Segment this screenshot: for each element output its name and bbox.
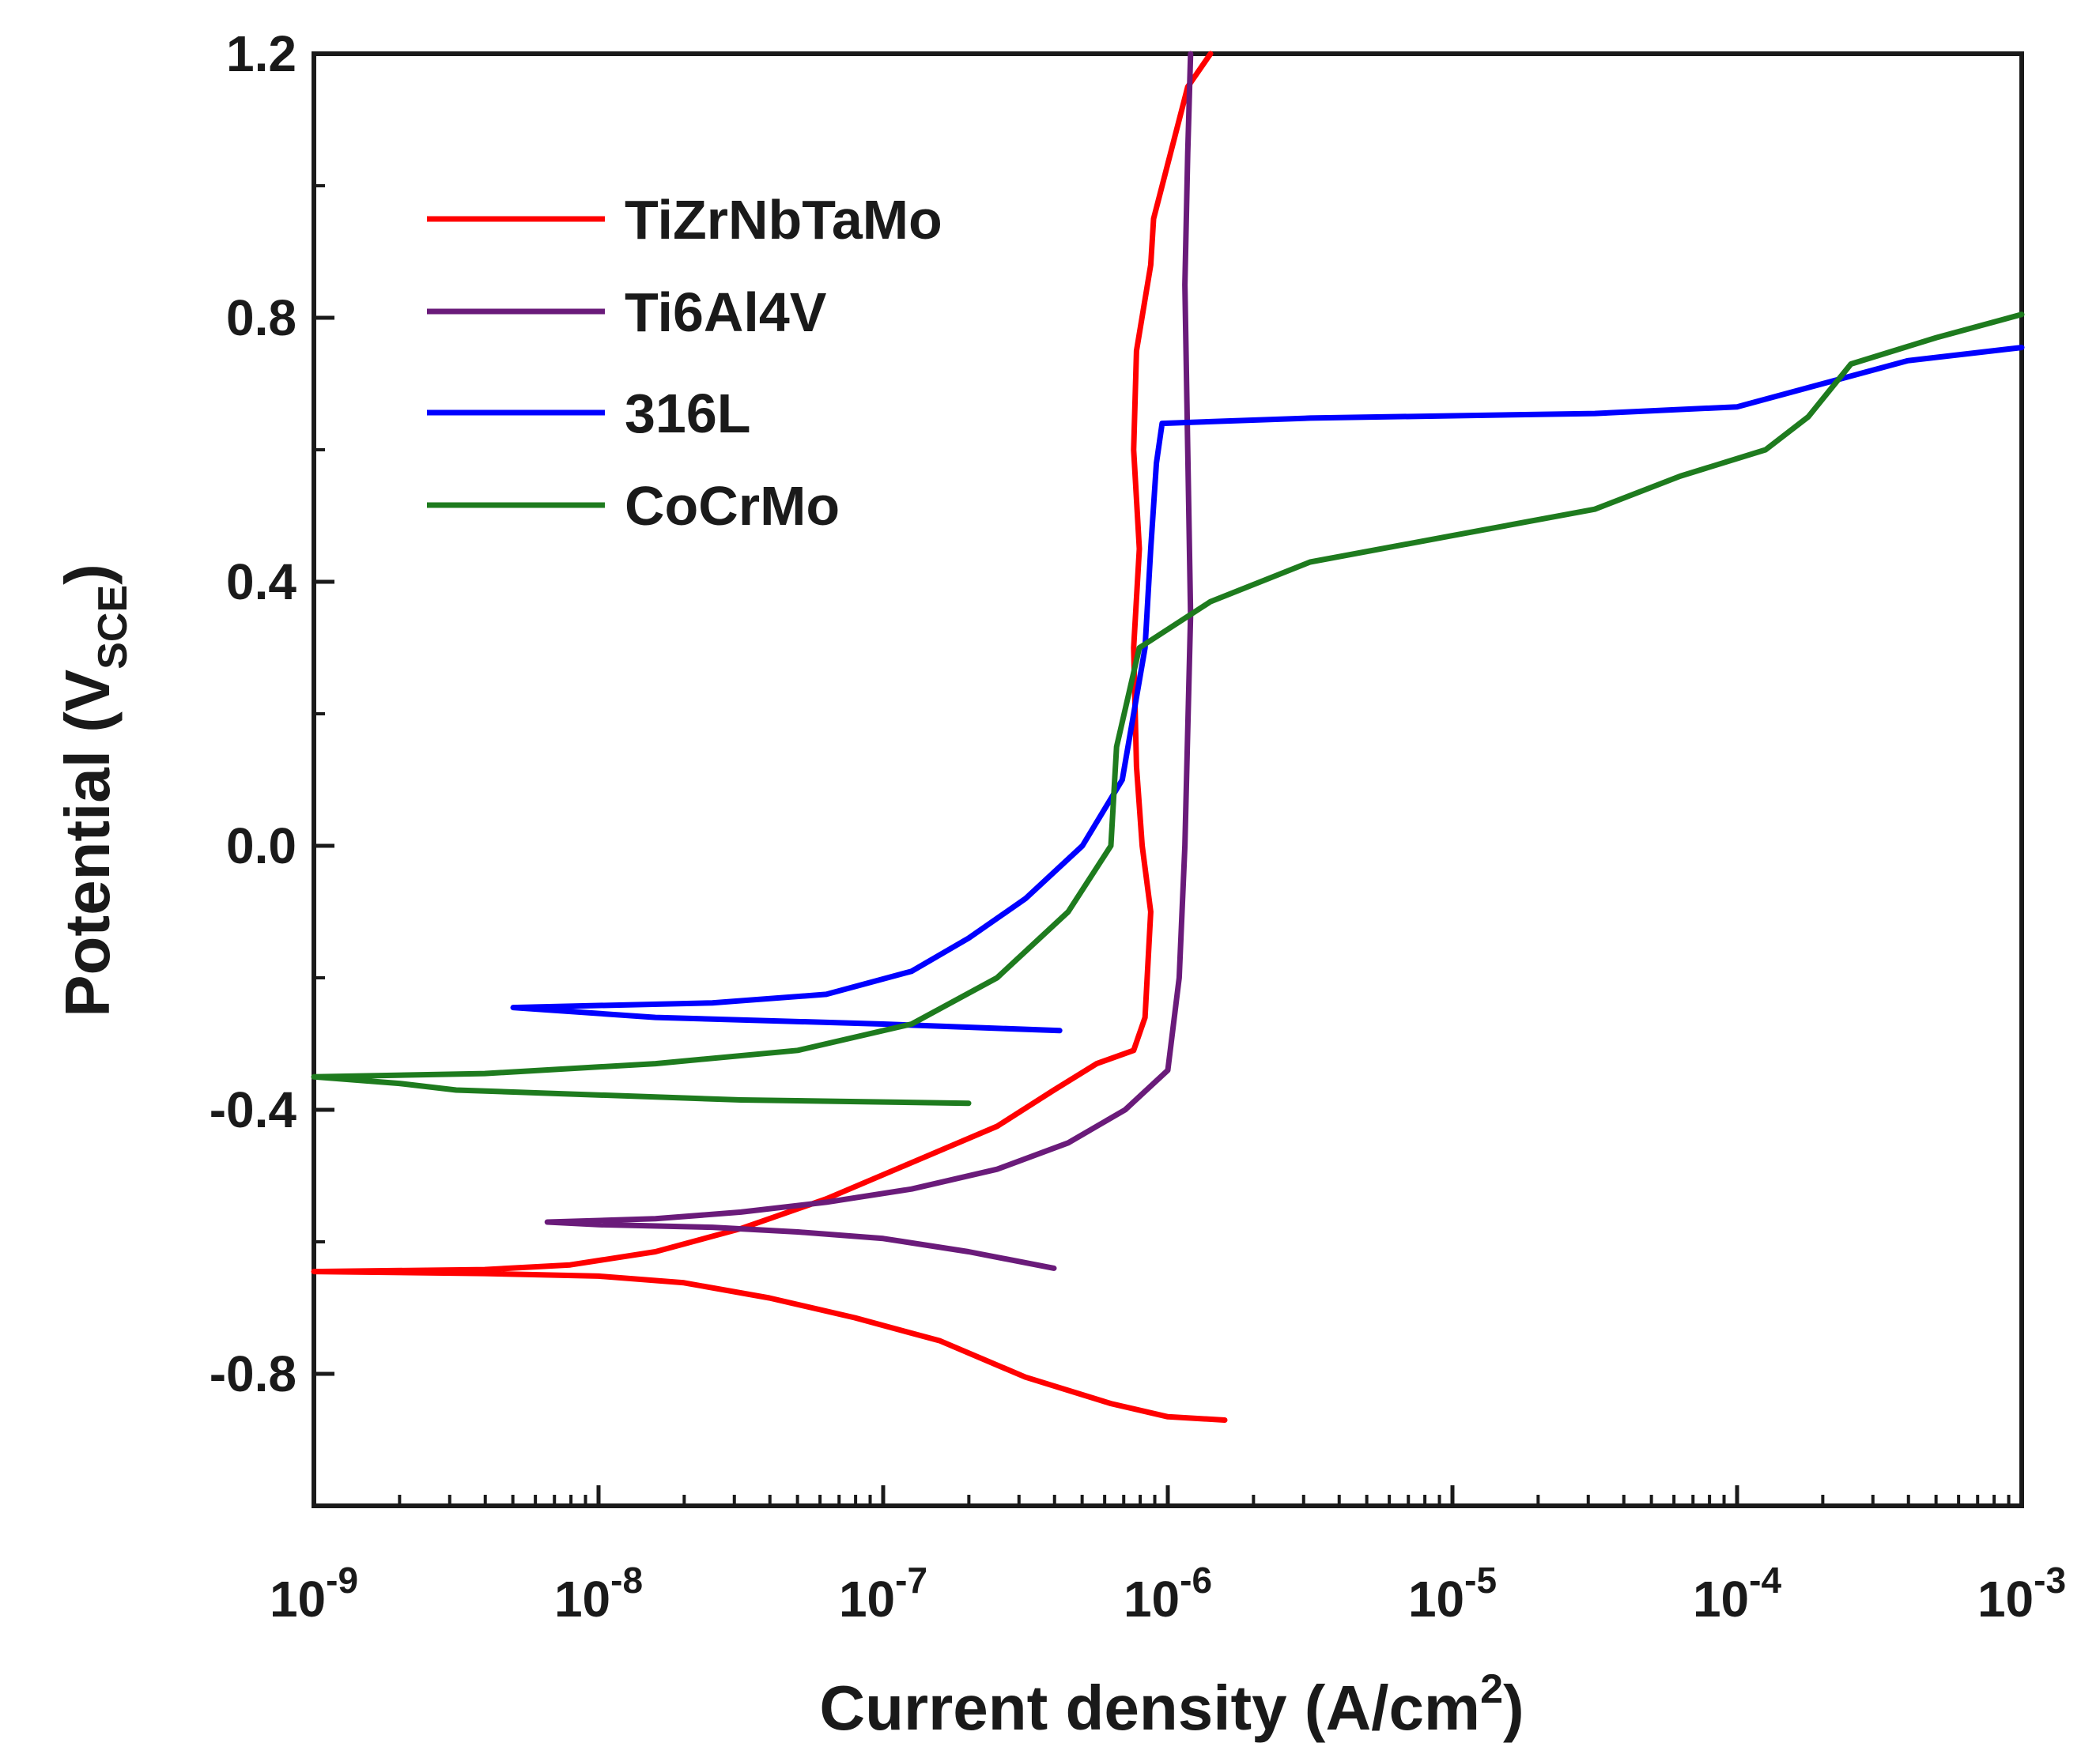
y-tick-label: 0.8	[226, 289, 296, 346]
legend-entry-ti6al4v: Ti6Al4V	[427, 281, 827, 343]
legend-entry-cocrmo: CoCrMo	[427, 475, 840, 537]
axis-ticks	[314, 184, 2011, 1506]
y-tick-label: 1.2	[226, 25, 296, 82]
legend-label-tizrnbtamo: TiZrNbTaMo	[625, 189, 942, 251]
x-tick-label: 10-3	[1977, 1560, 2066, 1628]
x-tick-label: 10-9	[270, 1560, 358, 1628]
x-tick-label: 10-8	[554, 1560, 643, 1628]
x-tick-labels: 10-9 10-8 10-7 10-6 10-5 10-4 10-3	[270, 1560, 2066, 1628]
series-line-ti6al4v	[544, 51, 1194, 1271]
x-tick-label: 10-7	[839, 1560, 927, 1628]
legend-label-316l: 316L	[625, 383, 751, 444]
series-layer	[311, 51, 2025, 1423]
series-line-tizrnbtamo	[311, 51, 1228, 1423]
x-tick-label: 10-4	[1693, 1560, 1782, 1628]
series-line-316l	[510, 345, 2025, 1034]
y-tick-label: 0.4	[226, 553, 296, 610]
legend: TiZrNbTaMo Ti6Al4V 316L CoCrMo	[427, 189, 942, 537]
x-tick-label: 10-6	[1124, 1560, 1212, 1628]
y-axis-title: Potential (VSCE)	[52, 564, 136, 1017]
plot-area-frame	[312, 51, 2024, 1508]
y-tick-label: -0.8	[210, 1345, 296, 1402]
legend-label-ti6al4v: Ti6Al4V	[625, 281, 827, 343]
y-tick-label: 0.0	[226, 817, 296, 874]
series-line-cocrmo	[311, 311, 2025, 1107]
x-axis-title: Current density (A/cm2)	[819, 1666, 1524, 1743]
y-tick-label: -0.4	[210, 1081, 297, 1138]
legend-entry-tizrnbtamo: TiZrNbTaMo	[427, 189, 942, 251]
x-tick-label: 10-5	[1408, 1560, 1497, 1628]
legend-entry-316l: 316L	[427, 383, 751, 444]
y-tick-labels: 1.2 0.8 0.4 0.0 -0.4 -0.8	[210, 25, 297, 1402]
legend-label-cocrmo: CoCrMo	[625, 475, 840, 537]
